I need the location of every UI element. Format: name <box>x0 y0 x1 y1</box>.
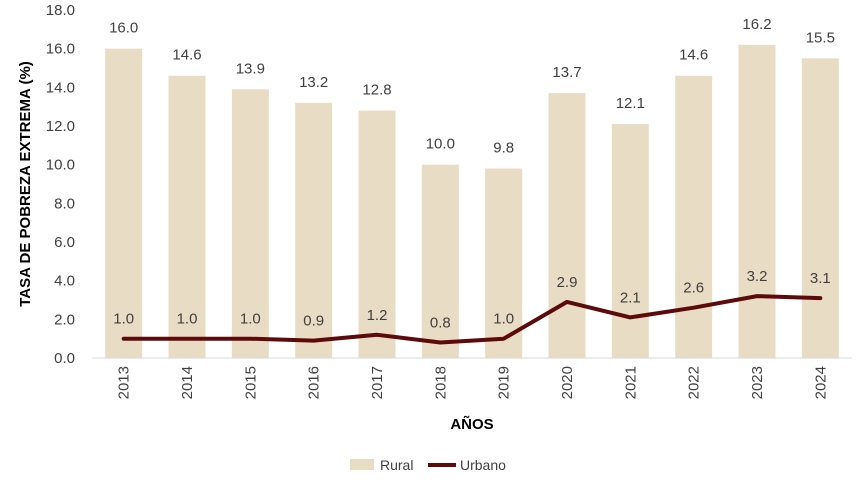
x-tick-label: 2020 <box>559 366 576 399</box>
rural-label-2013: 16.0 <box>109 20 138 37</box>
urbano-data-labels: 1.0 1.0 1.0 0.9 1.2 0.8 1.0 2.9 2.1 2.6 3.2 3.1 <box>113 268 831 331</box>
x-tick-label: 2017 <box>369 366 386 399</box>
x-tick-label: 2023 <box>749 366 766 399</box>
urbano-label-2018: 0.8 <box>430 315 451 332</box>
y-tick-label: 14.0 <box>46 79 75 96</box>
rural-label-2014: 14.6 <box>172 47 201 64</box>
rural-bar-2016 <box>295 102 333 358</box>
urbano-label-2016: 0.9 <box>303 313 324 330</box>
rural-bar-2022 <box>675 75 713 358</box>
urbano-line-series <box>121 294 823 345</box>
x-tick-label: 2021 <box>622 366 639 399</box>
urbano-line <box>121 294 823 345</box>
rural-label-2018: 10.0 <box>426 136 455 153</box>
legend-rural-label: Rural <box>380 457 413 473</box>
y-tick-label: 18.0 <box>46 2 75 19</box>
y-tick-label: 12.0 <box>46 118 75 135</box>
rural-bar-2021 <box>611 124 649 358</box>
urbano-label-2021: 2.1 <box>620 289 641 306</box>
rural-data-labels: 16.0 14.6 13.9 13.2 12.8 10.0 9.8 13.7 12.1 14.6 1… <box>109 16 835 157</box>
y-tick-label: 8.0 <box>54 195 75 212</box>
rural-label-2021: 12.1 <box>616 95 645 112</box>
y-tick-label: 6.0 <box>54 234 75 251</box>
legend-rural-swatch <box>350 459 374 470</box>
rural-label-2015: 13.9 <box>236 60 265 77</box>
x-axis-ticks: 2013 2014 2015 2016 2017 2018 2019 2020 2021 2022… <box>116 366 830 399</box>
x-tick-label: 2018 <box>432 366 449 399</box>
x-tick-label: 2019 <box>496 366 513 399</box>
rural-label-2017: 12.8 <box>362 82 391 99</box>
urbano-label-2014: 1.0 <box>177 311 198 328</box>
x-tick-label: 2014 <box>179 366 196 399</box>
y-tick-label: 16.0 <box>46 41 75 58</box>
rural-label-2019: 9.8 <box>493 140 514 157</box>
x-tick-label: 2015 <box>242 366 259 399</box>
x-tick-label: 2022 <box>686 366 703 399</box>
rural-bar-2013 <box>105 48 143 359</box>
rural-bars <box>105 44 839 359</box>
urbano-label-2019: 1.0 <box>493 311 514 328</box>
y-tick-label: 4.0 <box>54 273 75 290</box>
rural-bar-2019 <box>485 168 523 358</box>
x-tick-label: 2024 <box>812 366 829 399</box>
x-axis-title: AÑOS <box>450 415 493 433</box>
urbano-label-2022: 2.6 <box>683 280 704 297</box>
rural-bar-2024 <box>801 58 839 358</box>
rural-bar-2015 <box>231 89 269 359</box>
rural-bar-2023 <box>738 44 776 359</box>
rural-label-2024: 15.5 <box>806 29 835 46</box>
urbano-label-2017: 1.2 <box>367 307 388 324</box>
x-tick-label: 2013 <box>116 366 133 399</box>
y-tick-label: 0.0 <box>54 350 75 367</box>
urbano-label-2023: 3.2 <box>747 268 768 285</box>
legend: Rural Urbano <box>350 457 506 473</box>
y-axis-ticks: 0.0 2.0 4.0 6.0 8.0 10.0 12.0 14.0 16.0 18.0 <box>46 2 75 367</box>
y-axis-title: TASA DE POBREZA EXTREMA (%) <box>17 61 34 307</box>
y-tick-label: 2.0 <box>54 311 75 328</box>
rural-label-2023: 16.2 <box>742 16 771 33</box>
urbano-label-2015: 1.0 <box>240 311 261 328</box>
rural-label-2020: 13.7 <box>552 64 581 81</box>
urbano-label-2013: 1.0 <box>113 311 134 328</box>
y-tick-label: 10.0 <box>46 157 75 174</box>
rural-bar-2020 <box>548 93 586 358</box>
rural-bar-2018 <box>421 164 459 358</box>
legend-urbano-label: Urbano <box>460 457 506 473</box>
urbano-label-2020: 2.9 <box>557 274 578 291</box>
x-tick-label: 2016 <box>306 366 323 399</box>
rural-bar-2014 <box>168 75 206 358</box>
rural-label-2016: 13.2 <box>299 74 328 91</box>
rural-bar-2017 <box>358 110 396 359</box>
urbano-label-2024: 3.1 <box>810 270 831 287</box>
rural-label-2022: 14.6 <box>679 47 708 64</box>
